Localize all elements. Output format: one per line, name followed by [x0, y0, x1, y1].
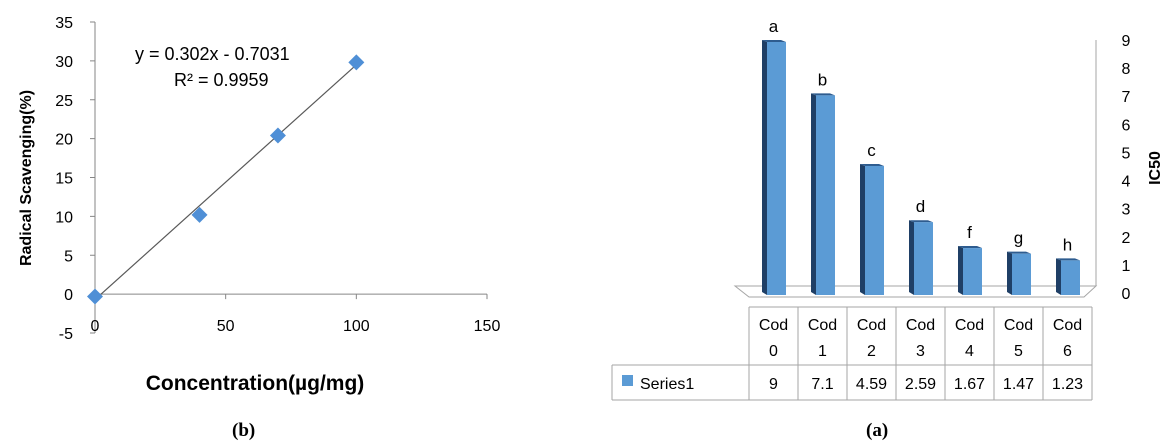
- y-tick-label: 30: [55, 54, 73, 71]
- bar-side-0: [762, 40, 767, 295]
- category-label: Cod: [1004, 317, 1033, 334]
- category-index: 2: [867, 343, 876, 360]
- bar-2: [865, 165, 884, 295]
- legend-series-name: Series1: [640, 376, 694, 393]
- category-index: 6: [1063, 343, 1072, 360]
- y-tick-label: 6: [1122, 117, 1131, 134]
- table-value: 9: [769, 376, 778, 393]
- bar-side-5: [1007, 251, 1012, 295]
- category-label: Cod: [808, 317, 837, 334]
- y-tick-label: 25: [55, 93, 73, 110]
- trendline-equation: y = 0.302x - 0.7031: [135, 44, 290, 64]
- category-label: Cod: [759, 317, 788, 334]
- bar-4: [963, 248, 982, 295]
- category-index: 4: [965, 343, 974, 360]
- legend-swatch: [622, 375, 633, 386]
- r-squared-label: R² = 0.9959: [174, 70, 269, 90]
- table-value: 1.67: [954, 376, 985, 393]
- bar-0: [767, 42, 786, 295]
- category-label: Cod: [906, 317, 935, 334]
- category-index: 3: [916, 343, 925, 360]
- category-index: 5: [1014, 343, 1023, 360]
- data-point-0: [87, 288, 103, 305]
- y-tick-label: 9: [1122, 33, 1131, 50]
- bar-top-5: [1007, 251, 1031, 254]
- table-value: 4.59: [856, 376, 887, 393]
- bar-side-1: [811, 93, 816, 296]
- x-tick-label: 50: [217, 318, 235, 335]
- bar-top-2: [860, 163, 884, 166]
- bar-side-3: [909, 220, 914, 295]
- table-value: 2.59: [905, 376, 936, 393]
- category-label: Cod: [955, 317, 984, 334]
- bar-3: [914, 222, 933, 295]
- category-index: 1: [818, 343, 827, 360]
- y-tick-label: 3: [1122, 202, 1131, 219]
- bar-letter-label: d: [916, 197, 925, 216]
- y-tick-label: 7: [1122, 89, 1131, 106]
- bar-side-6: [1056, 258, 1061, 295]
- bar-top-4: [958, 246, 982, 249]
- x-axis-title: Concentration(µg/mg): [146, 372, 365, 395]
- panel-label-a: (a): [866, 420, 889, 441]
- bar-letter-label: h: [1063, 235, 1072, 254]
- bar-letter-label: g: [1014, 229, 1023, 248]
- bar-letter-label: c: [867, 141, 876, 160]
- y-tick-label: 5: [1122, 145, 1131, 162]
- x-tick-label: 0: [91, 318, 100, 335]
- ic50-bar-chart: a b c d f g h 0 1 2 3 4 5 6 7 8 9 IC50 Cod 0 9 Cod 1 7.1 Cod 2 4.5…: [611, 17, 1164, 401]
- y-tick-label: 0: [64, 287, 73, 304]
- y-tick-label: 20: [55, 132, 73, 149]
- y-axis-title: IC50: [1147, 151, 1164, 185]
- bar-6: [1061, 260, 1080, 295]
- bar-letter-label: f: [967, 223, 972, 242]
- table-value: 1.47: [1003, 376, 1034, 393]
- y-tick-label: 1: [1122, 258, 1131, 275]
- data-point-3: [348, 54, 365, 71]
- bar-1: [816, 95, 835, 296]
- data-point-1: [191, 206, 208, 223]
- y-tick-label: 35: [55, 15, 73, 32]
- bar-5: [1012, 253, 1031, 295]
- y-tick-label: 0: [1122, 286, 1131, 303]
- bar-top-3: [909, 220, 933, 223]
- bar-top-1: [811, 93, 835, 96]
- panel-label-b: (b): [232, 420, 256, 441]
- category-label: Cod: [1053, 317, 1082, 334]
- bar-top-6: [1056, 258, 1080, 261]
- y-tick-label: 15: [55, 171, 73, 188]
- bar-letter-label: a: [769, 17, 779, 36]
- data-point-2: [269, 127, 286, 144]
- bar-top-0: [762, 40, 786, 42]
- trendline: [94, 64, 357, 301]
- y-tick-label: 2: [1122, 230, 1131, 247]
- x-tick-label: 150: [474, 318, 501, 335]
- bar-letter-label: b: [818, 70, 827, 89]
- y-axis-title: Radical Scavenging(%): [18, 90, 35, 266]
- y-tick-label: 10: [55, 209, 73, 226]
- bar-side-4: [958, 246, 963, 295]
- y-tick-label: -5: [59, 326, 73, 343]
- scatter-chart: -5 0 5 10 15 20 25 30 35 0 50 100 150 y = 0.302x - 0.…: [18, 15, 501, 395]
- table-value: 7.1: [811, 376, 833, 393]
- y-tick-label: 8: [1122, 61, 1131, 78]
- y-tick-label: 5: [64, 248, 73, 265]
- y-tick-label: 4: [1122, 174, 1131, 191]
- table-value: 1.23: [1052, 376, 1083, 393]
- category-index: 0: [769, 343, 778, 360]
- bar-side-2: [860, 163, 865, 295]
- x-tick-label: 100: [343, 318, 370, 335]
- category-label: Cod: [857, 317, 886, 334]
